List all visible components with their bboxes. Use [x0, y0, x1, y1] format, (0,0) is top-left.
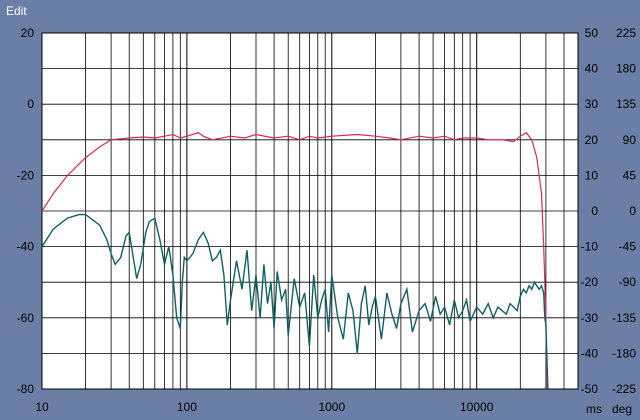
x-tick-label: 100 [177, 400, 197, 414]
x-tick-label: 10 [35, 400, 49, 414]
right-deg-tick-label: -135 [612, 311, 636, 325]
left-tick-label: 20 [21, 26, 35, 40]
right-deg-tick-label: -45 [619, 240, 637, 254]
left-tick-label: -40 [17, 240, 35, 254]
right-ms-tick-label: 10 [585, 168, 599, 182]
right-axis-unit-deg: deg [612, 402, 632, 416]
right-deg-tick-label: 180 [616, 62, 636, 76]
left-tick-label: -20 [17, 168, 35, 182]
series-layer [42, 131, 549, 389]
left-tick-label: 0 [27, 97, 34, 111]
right-deg-tick-label: -180 [612, 346, 636, 360]
x-tick-label: 1000 [318, 400, 345, 414]
left-tick-label: -80 [17, 382, 35, 396]
series-line-1 [42, 131, 548, 389]
right-ms-tick-label: -20 [581, 275, 599, 289]
right-ms-tick-label: 20 [585, 133, 599, 147]
right-ms-tick-label: 40 [585, 62, 599, 76]
right-ms-tick-label: 30 [585, 97, 599, 111]
x-tick-label: 10000 [460, 400, 494, 414]
right-ms-tick-label: 0 [591, 204, 598, 218]
right-axis-unit-ms: ms [586, 402, 602, 416]
series-line-2 [42, 213, 549, 389]
left-tick-label: -60 [17, 311, 35, 325]
right-deg-tick-label: 90 [623, 133, 637, 147]
right-deg-tick-label: 135 [616, 97, 636, 111]
right-ms-tick-label: -50 [581, 382, 599, 396]
right-ms-tick-label: -40 [581, 346, 599, 360]
right-deg-tick-label: 45 [623, 168, 637, 182]
right-deg-tick-label: -225 [612, 382, 636, 396]
right-ms-tick-label: -10 [581, 240, 599, 254]
right-ms-tick-label: 50 [585, 26, 599, 40]
right-deg-tick-label: -90 [619, 275, 637, 289]
right-deg-tick-label: 225 [616, 26, 636, 40]
edit-menu[interactable]: Edit [6, 4, 27, 18]
grid-lines [42, 33, 578, 389]
right-ms-tick-label: -30 [581, 311, 599, 325]
right-deg-tick-label: 0 [629, 204, 636, 218]
